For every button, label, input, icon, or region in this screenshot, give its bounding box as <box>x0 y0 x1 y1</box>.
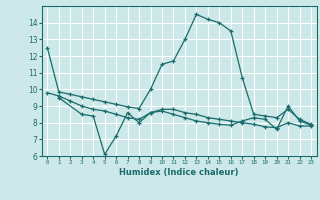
X-axis label: Humidex (Indice chaleur): Humidex (Indice chaleur) <box>119 168 239 177</box>
